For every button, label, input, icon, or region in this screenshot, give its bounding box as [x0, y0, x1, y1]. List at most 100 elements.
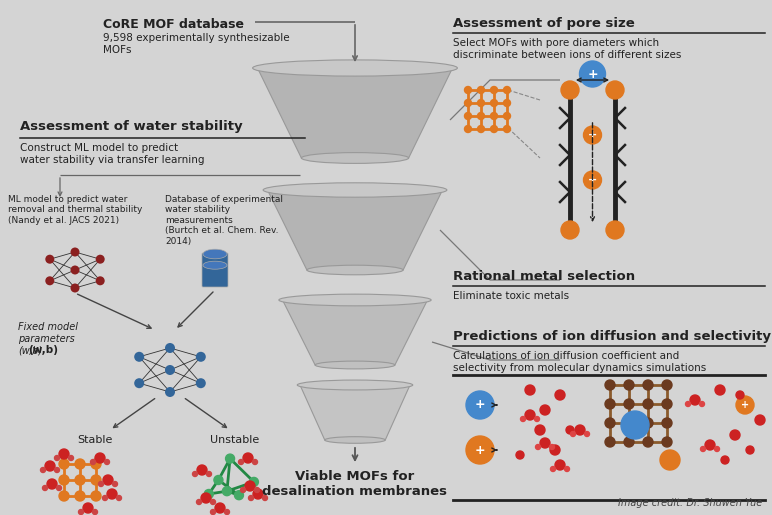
Circle shape	[134, 378, 144, 388]
Circle shape	[59, 459, 69, 469]
Circle shape	[253, 489, 263, 499]
Circle shape	[59, 491, 69, 501]
Circle shape	[715, 447, 720, 452]
Circle shape	[211, 509, 215, 514]
Circle shape	[211, 500, 215, 505]
Circle shape	[96, 277, 105, 285]
Circle shape	[134, 352, 144, 362]
Text: Unstable: Unstable	[211, 435, 259, 445]
Circle shape	[222, 487, 232, 495]
Text: Rational metal selection: Rational metal selection	[453, 270, 635, 283]
Circle shape	[241, 488, 245, 492]
Circle shape	[243, 453, 253, 463]
Circle shape	[75, 491, 85, 501]
Circle shape	[196, 378, 206, 388]
Circle shape	[70, 283, 80, 293]
Ellipse shape	[307, 265, 403, 275]
Circle shape	[550, 445, 560, 455]
Circle shape	[584, 126, 601, 144]
Text: Eliminate toxic metals: Eliminate toxic metals	[453, 291, 569, 301]
Text: Stable: Stable	[77, 435, 113, 445]
Circle shape	[525, 385, 535, 395]
Circle shape	[624, 418, 634, 428]
Ellipse shape	[325, 437, 385, 443]
Ellipse shape	[252, 60, 457, 76]
Circle shape	[79, 509, 83, 514]
Circle shape	[662, 399, 672, 409]
Circle shape	[70, 266, 80, 274]
Circle shape	[93, 509, 97, 514]
Circle shape	[45, 461, 55, 471]
Circle shape	[721, 456, 729, 464]
Circle shape	[605, 380, 615, 390]
Circle shape	[252, 459, 258, 465]
Circle shape	[624, 399, 634, 409]
Circle shape	[715, 385, 725, 395]
Circle shape	[113, 482, 117, 487]
Circle shape	[255, 488, 259, 492]
Circle shape	[550, 467, 556, 472]
Circle shape	[555, 390, 565, 400]
Circle shape	[55, 455, 59, 460]
Text: (w,b): (w,b)	[28, 345, 58, 355]
Text: +: +	[475, 443, 486, 456]
Circle shape	[206, 472, 212, 476]
Ellipse shape	[301, 152, 408, 163]
Circle shape	[262, 495, 268, 501]
Circle shape	[536, 444, 540, 450]
Circle shape	[46, 255, 54, 264]
Circle shape	[245, 481, 255, 491]
Text: +: +	[587, 67, 598, 80]
Text: +: +	[630, 419, 640, 432]
Circle shape	[566, 426, 574, 434]
Circle shape	[201, 493, 211, 503]
Circle shape	[535, 425, 545, 435]
Circle shape	[465, 99, 472, 107]
Circle shape	[660, 450, 680, 470]
FancyBboxPatch shape	[202, 253, 228, 287]
Polygon shape	[258, 68, 452, 158]
Circle shape	[561, 81, 579, 99]
Circle shape	[205, 489, 213, 499]
Circle shape	[478, 112, 485, 119]
Circle shape	[99, 482, 103, 487]
Circle shape	[736, 391, 744, 399]
Polygon shape	[283, 300, 428, 365]
Circle shape	[165, 365, 175, 375]
Circle shape	[643, 418, 653, 428]
Circle shape	[215, 503, 225, 513]
Circle shape	[575, 425, 585, 435]
Circle shape	[605, 399, 615, 409]
Circle shape	[239, 459, 243, 465]
Circle shape	[525, 410, 535, 420]
Ellipse shape	[297, 380, 413, 390]
Circle shape	[478, 99, 485, 107]
Circle shape	[70, 248, 80, 256]
Circle shape	[520, 417, 526, 421]
Circle shape	[584, 432, 590, 437]
Circle shape	[225, 509, 229, 514]
Ellipse shape	[279, 294, 431, 306]
Circle shape	[40, 468, 46, 472]
Circle shape	[59, 449, 69, 459]
Circle shape	[465, 126, 472, 132]
Text: Assessment of water stability: Assessment of water stability	[20, 120, 242, 133]
Circle shape	[249, 495, 253, 501]
Text: Assessment of pore size: Assessment of pore size	[453, 17, 635, 30]
Circle shape	[730, 430, 740, 440]
Text: +: +	[665, 455, 675, 465]
Circle shape	[466, 436, 494, 464]
Circle shape	[478, 126, 485, 132]
Circle shape	[555, 460, 565, 470]
Circle shape	[503, 112, 510, 119]
Text: Calculations of ion diffusion coefficient and
selectivity from molecular dynamic: Calculations of ion diffusion coefficien…	[453, 351, 706, 372]
Circle shape	[605, 437, 615, 447]
Circle shape	[59, 475, 69, 485]
Circle shape	[107, 489, 117, 499]
Circle shape	[490, 99, 497, 107]
Circle shape	[705, 440, 715, 450]
Text: Database of experimental
water stability
measurements
(Burtch et al. Chem. Rev.
: Database of experimental water stability…	[165, 195, 283, 246]
Circle shape	[662, 418, 672, 428]
Circle shape	[503, 87, 510, 94]
Circle shape	[235, 491, 243, 500]
